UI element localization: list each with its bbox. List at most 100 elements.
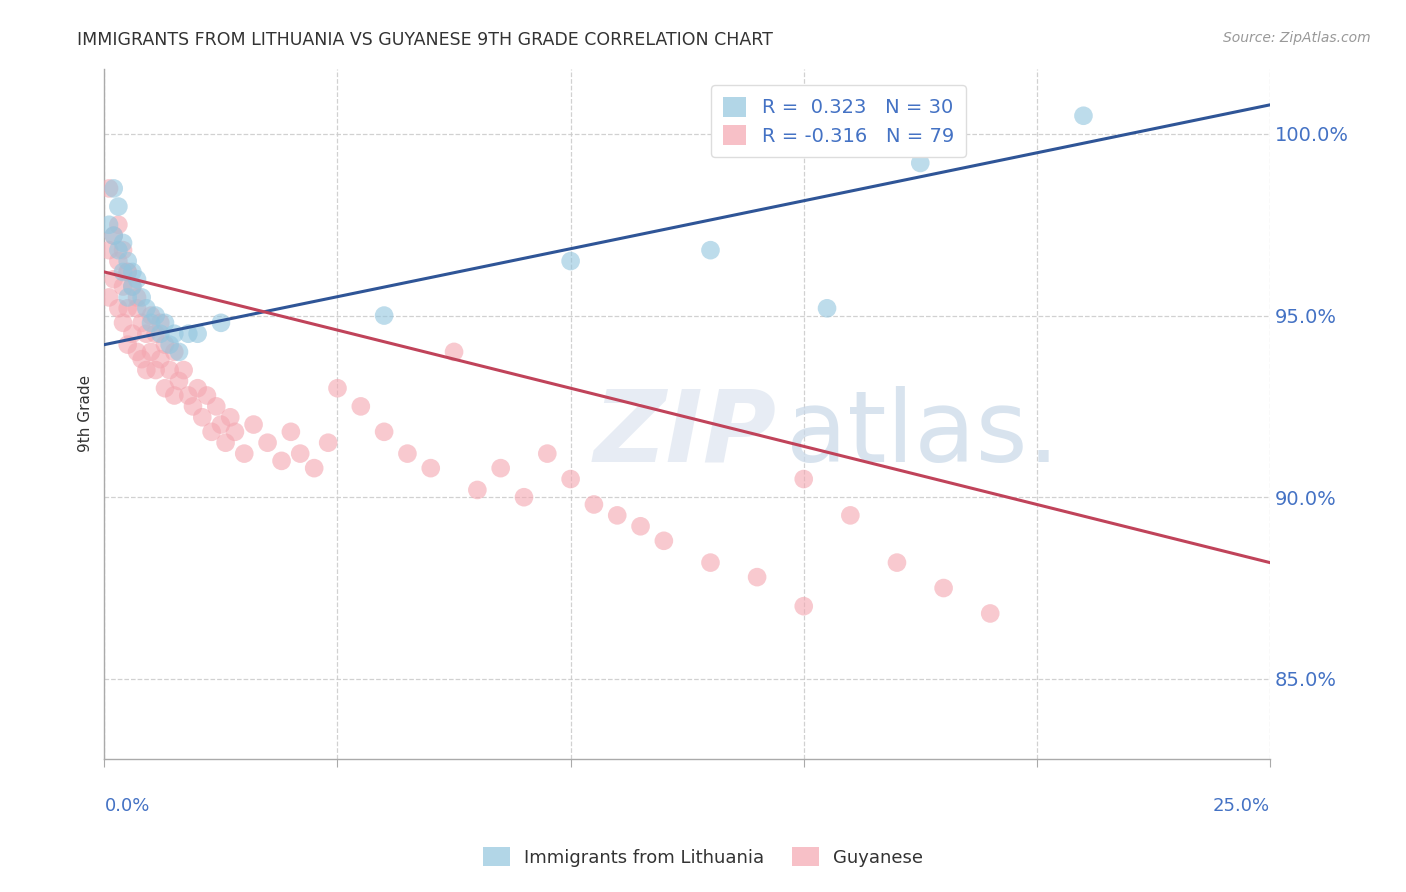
Point [107,301,129,316]
Point [107,254,129,268]
Point [699,556,721,570]
Point [103,228,125,243]
Point [149,352,172,367]
Point [489,461,512,475]
Point [886,556,908,570]
Point [125,272,148,286]
Point [121,265,143,279]
Point [419,461,441,475]
Point [699,243,721,257]
Point [131,352,153,367]
Point [117,254,139,268]
Point [443,344,465,359]
Point [153,381,176,395]
Point [560,254,582,268]
Point [195,388,218,402]
Text: 25.0%: 25.0% [1213,797,1270,814]
Legend: Immigrants from Lithuania, Guyanese: Immigrants from Lithuania, Guyanese [475,840,931,874]
Point [112,243,135,257]
Point [630,519,652,533]
Text: Source: ZipAtlas.com: Source: ZipAtlas.com [1223,31,1371,45]
Point [131,290,153,304]
Point [793,472,815,486]
Point [125,344,148,359]
Point [112,265,135,279]
Legend: R =  0.323   N = 30, R = -0.316   N = 79: R = 0.323 N = 30, R = -0.316 N = 79 [711,85,966,157]
Point [280,425,302,439]
Point [163,388,186,402]
Point [205,400,228,414]
Point [107,218,129,232]
Point [219,410,242,425]
Point [112,316,135,330]
Point [121,279,143,293]
Point [121,326,143,341]
Point [839,508,862,523]
Point [153,316,176,330]
Point [201,425,224,439]
Point [139,344,162,359]
Point [117,290,139,304]
Point [167,374,190,388]
Point [153,337,176,351]
Point [187,381,209,395]
Point [177,388,200,402]
Point [117,337,139,351]
Point [290,447,312,461]
Point [745,570,768,584]
Point [536,447,558,461]
Point [396,447,419,461]
Point [98,218,121,232]
Point [149,316,172,330]
Point [224,425,246,439]
Point [103,228,125,243]
Point [177,326,200,341]
Point [117,265,139,279]
Point [256,435,278,450]
Point [793,599,815,614]
Point [107,243,129,257]
Point [98,243,121,257]
Point [121,279,143,293]
Point [373,425,395,439]
Point [98,290,121,304]
Point [135,301,157,316]
Point [125,290,148,304]
Point [1073,109,1095,123]
Point [214,435,236,450]
Text: atlas.: atlas. [786,386,1060,483]
Point [159,363,181,377]
Point [135,363,157,377]
Point [139,309,162,323]
Point [103,181,125,195]
Point [270,454,292,468]
Point [209,417,232,432]
Point [173,363,195,377]
Point [145,309,167,323]
Text: 0.0%: 0.0% [104,797,150,814]
Point [242,417,264,432]
Point [326,381,349,395]
Point [159,337,181,351]
Point [145,326,167,341]
Point [932,581,955,595]
Point [316,435,339,450]
Point [112,279,135,293]
Point [652,533,675,548]
Point [979,607,1001,621]
Point [139,316,162,330]
Point [606,508,628,523]
Point [149,326,172,341]
Point [135,326,157,341]
Point [209,316,232,330]
Y-axis label: 9th Grade: 9th Grade [79,376,93,452]
Point [125,301,148,316]
Point [163,326,186,341]
Point [187,326,209,341]
Point [302,461,325,475]
Point [467,483,489,497]
Point [582,498,605,512]
Point [167,344,190,359]
Point [107,200,129,214]
Point [513,490,536,504]
